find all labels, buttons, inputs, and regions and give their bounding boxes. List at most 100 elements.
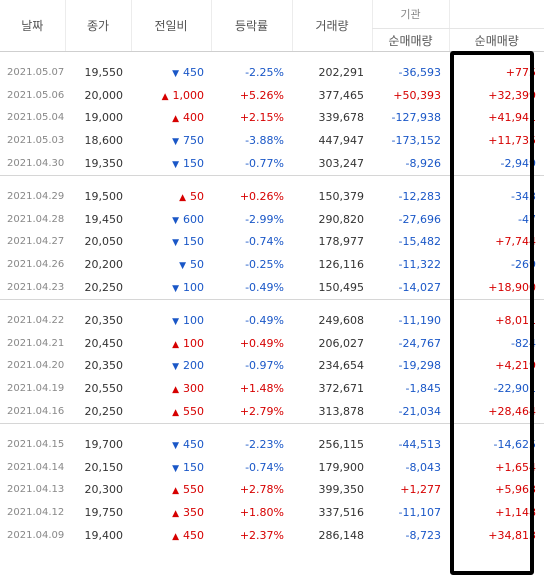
cell-rate: +1.80% [239,506,284,520]
change-value: 450 [183,529,204,543]
table-row: 2021.05.03 18,600 ▼ 750 -3.88% 447,947 -173,15… [0,129,544,152]
cell-rate: -3.88% [245,134,284,148]
cell-institution-net: -12,283 [398,189,441,203]
cell-foreign-net: +28,464 [488,405,536,419]
header-foreign-top [448,0,544,29]
triangle-down-icon: ▼ [172,362,179,373]
cell-volume: 290,820 [318,212,365,226]
cell-rate: -0.74% [245,460,284,474]
header-foreign-net: 순매매량 [448,28,544,52]
cell-date: 2021.04.12 [7,507,65,519]
separator-cell [0,422,544,433]
cell-change: ▼ 450 [131,61,211,84]
change-value: 450 [183,437,204,451]
cell-rate: -0.49% [245,313,284,327]
table-row: 2021.04.13 20,300 ▲ 550 +2.78% 399,350 +1,277 +… [0,479,544,502]
cell-rate: +2.79% [239,405,284,419]
cell-institution-net: -21,034 [398,405,441,419]
cell-change: ▲ 400 [131,107,211,130]
table-row: 2021.04.26 20,200 ▼ 50 -0.25% 126,116 -11,322 -… [0,253,544,276]
header-volume: 거래량 [291,0,372,52]
cell-foreign-net: +8,011 [495,313,536,327]
table-row: 2021.04.20 20,350 ▼ 200 -0.97% 234,654 -19,298… [0,355,544,378]
cell-rate: +2.37% [239,529,284,543]
cell-institution-net: -44,513 [398,437,441,451]
cell-change: ▲ 550 [131,479,211,502]
cell-close: 20,200 [84,258,124,272]
cell-institution-net: -27,696 [398,212,441,226]
cell-change: ▼ 150 [131,231,211,254]
cell-rate: +2.15% [239,111,284,125]
cell-close: 19,550 [84,65,124,79]
cell-foreign-net: +1,654 [495,460,536,474]
triangle-up-icon: ▲ [172,114,179,125]
table-row: 2021.05.04 19,000 ▲ 400 +2.15% 339,678 -127,93… [0,107,544,130]
table-row: 2021.04.09 19,400 ▲ 450 +2.37% 286,148 -8,723 +… [0,524,544,547]
cell-institution-net: -36,593 [398,65,441,79]
cell-change: ▲ 1,000 [131,84,211,107]
cell-institution-net: -11,190 [398,313,441,327]
cell-volume: 286,148 [318,529,365,543]
cell-foreign-net: +11,735 [488,134,536,148]
cell-close: 19,700 [84,437,124,451]
table-row: 2021.04.30 19,350 ▼ 150 -0.77% 303,247 -8,926 -… [0,152,544,175]
header-date: 날짜 [0,0,65,52]
change-value: 50 [190,258,204,272]
cell-foreign-net: -343 [511,189,536,203]
cell-rate: -0.97% [245,359,284,373]
cell-rate: +0.26% [239,189,284,203]
cell-institution-net: -8,723 [405,529,441,543]
cell-date: 2021.05.04 [7,112,65,124]
cell-foreign-net: -824 [511,336,536,350]
cell-rate: -0.74% [245,235,284,249]
cell-date: 2021.04.15 [7,438,65,450]
cell-volume: 256,115 [318,437,365,451]
table-row: 2021.04.15 19,700 ▼ 450 -2.23% 256,115 -44,513… [0,433,544,456]
cell-foreign-net: +18,900 [488,281,536,295]
cell-foreign-net: +7,744 [495,235,536,249]
header-rate: 등락률 [210,0,292,52]
cell-close: 20,350 [84,313,124,327]
cell-change: ▼ 150 [131,152,211,175]
cell-institution-net: -11,322 [398,258,441,272]
cell-date: 2021.05.07 [7,66,65,78]
cell-volume: 202,291 [318,65,365,79]
cell-close: 20,250 [84,281,124,295]
cell-close: 20,350 [84,359,124,373]
cell-institution-net: +50,393 [393,88,441,102]
group-separator [0,175,544,185]
change-value: 550 [183,483,204,497]
cell-volume: 372,671 [318,382,365,396]
change-value: 50 [190,189,204,203]
cell-foreign-net: +5,963 [495,483,536,497]
cell-date: 2021.04.26 [7,259,65,271]
triangle-up-icon: ▲ [172,532,179,543]
group-separator [0,298,544,309]
table-row: 2021.04.16 20,250 ▲ 550 +2.79% 313,878 -21,034… [0,400,544,423]
change-value: 1,000 [172,88,205,102]
cell-date: 2021.05.03 [7,135,65,147]
table-row: 2021.04.21 20,450 ▲ 100 +0.49% 206,027 -24,767… [0,332,544,355]
cell-change: ▲ 550 [131,400,211,423]
cell-close: 19,750 [84,506,124,520]
cell-date: 2021.04.27 [7,236,65,248]
cell-close: 20,000 [84,88,124,102]
change-value: 100 [183,313,204,327]
triangle-down-icon: ▼ [172,215,179,226]
cell-rate: -2.23% [245,437,284,451]
cell-date: 2021.05.06 [7,89,65,101]
cell-foreign-net: -47 [518,212,536,226]
table-row: 2021.04.19 20,550 ▲ 300 +1.48% 372,671 -1,845 -… [0,377,544,400]
cell-rate: +0.49% [239,336,284,350]
cell-close: 20,300 [84,483,124,497]
triangle-down-icon: ▼ [179,261,186,272]
cell-close: 19,500 [84,189,124,203]
cell-foreign-net: -2,949 [500,157,536,171]
triangle-down-icon: ▼ [172,137,179,148]
cell-rate: -0.77% [245,157,284,171]
cell-volume: 313,878 [318,405,365,419]
group-separator [0,422,544,433]
triangle-down-icon: ▼ [172,316,179,327]
cell-close: 20,050 [84,235,124,249]
triangle-up-icon: ▲ [172,509,179,520]
